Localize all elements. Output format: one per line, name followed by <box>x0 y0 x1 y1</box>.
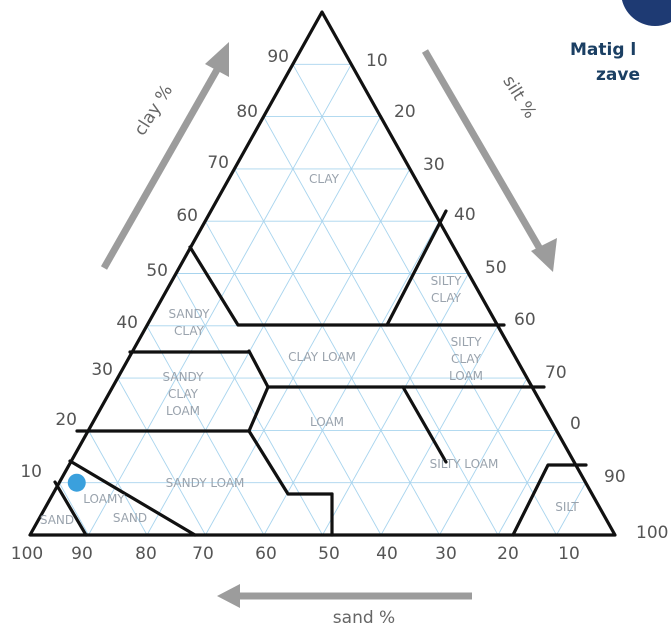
right-tick-70: 70 <box>545 363 567 383</box>
left-tick-60: 60 <box>176 206 198 226</box>
right-axis-ticks: 10 20 30 40 50 60 70 0 90 100 <box>366 51 668 543</box>
label-sandy-clay-2: CLAY <box>174 324 205 338</box>
right-tick-50: 50 <box>485 258 507 278</box>
label-loamy-sand-1: LOAMY <box>83 492 125 506</box>
right-tick-90: 90 <box>604 467 626 487</box>
right-tick-40: 40 <box>454 205 476 225</box>
label-loam: LOAM <box>310 415 344 429</box>
left-tick-40: 40 <box>116 313 138 333</box>
label-silty-clay-loam-3: LOAM <box>449 369 483 383</box>
silt-axis-arrow <box>421 49 557 272</box>
bottom-tick-10: 10 <box>558 544 580 564</box>
left-tick-20: 20 <box>55 410 77 430</box>
label-silty-clay-1: SILTY <box>431 274 463 288</box>
boundary-sand <box>53 480 88 537</box>
region-labels: CLAY SILTY CLAY SANDY CLAY CLAY LOAM SIL… <box>40 172 580 527</box>
bottom-tick-40: 40 <box>376 544 398 564</box>
grid-line-sand-90 <box>58 482 89 536</box>
label-sandy-loam: SANDY LOAM <box>166 476 245 490</box>
right-tick-60: 60 <box>514 310 536 330</box>
grid-line-silt-30 <box>205 168 411 536</box>
side-note-line-1: Matig l <box>570 40 637 60</box>
label-silty-clay-loam-1: SILTY <box>451 335 483 349</box>
sample-point-marker <box>67 473 86 492</box>
bottom-axis-ticks: 100 90 80 70 60 50 40 30 20 10 <box>11 544 580 564</box>
label-silty-clay-loam-2: CLAY <box>451 352 482 366</box>
bottom-tick-50: 50 <box>318 544 340 564</box>
boundary-clay <box>188 209 448 327</box>
right-tick-30: 30 <box>423 155 445 175</box>
bottom-tick-70: 70 <box>192 544 214 564</box>
right-tick-0: 0 <box>570 414 581 434</box>
bottom-tick-100: 100 <box>11 544 43 564</box>
right-tick-20: 20 <box>394 102 416 122</box>
texture-class-boundaries <box>28 10 617 537</box>
left-tick-90: 90 <box>267 47 289 67</box>
boundary-loam-sandy <box>247 385 334 496</box>
grid-line-silt-50 <box>322 273 469 536</box>
bottom-tick-20: 20 <box>497 544 519 564</box>
bottom-tick-60: 60 <box>255 544 277 564</box>
label-silty-loam: SILTY LOAM <box>430 457 499 471</box>
label-sandy-clay-loam-3: LOAM <box>166 404 200 418</box>
grid-line-sand-70 <box>117 377 206 536</box>
sand-axis-label: sand % <box>333 608 395 628</box>
bottom-tick-30: 30 <box>435 544 457 564</box>
bottom-tick-90: 90 <box>71 544 93 564</box>
label-silt: SILT <box>555 500 579 514</box>
boundary-loamy-sand <box>68 459 197 537</box>
grid-line-sand-30 <box>234 168 440 536</box>
label-sandy-clay-1: SANDY <box>169 307 211 321</box>
grid-line-silt-10 <box>88 64 352 536</box>
grid-line-sand-50 <box>175 273 323 536</box>
grid-line-silt-70 <box>439 377 528 536</box>
corner-badge <box>621 0 671 26</box>
label-sandy-clay-loam-2: CLAY <box>168 387 199 401</box>
clay-axis-arrow <box>100 42 229 270</box>
grid-line-silt-60 <box>380 325 499 536</box>
left-axis-ticks: 10 20 30 40 50 60 70 80 90 <box>20 47 289 482</box>
label-loamy-sand-2: SAND <box>113 511 147 525</box>
side-note-line-2: zave <box>596 65 640 85</box>
grid-line-sand-80 <box>88 430 148 536</box>
sand-axis-arrow <box>217 584 472 608</box>
silt-axis-label: silt % <box>498 72 540 122</box>
label-silty-clay-2: CLAY <box>431 291 462 305</box>
left-tick-70: 70 <box>207 153 229 173</box>
grid-line-silt-90 <box>556 482 587 536</box>
left-tick-30: 30 <box>91 360 113 380</box>
side-note: Matig l zave <box>570 38 671 88</box>
label-sand: SAND <box>40 513 74 527</box>
grid-lines <box>58 63 587 536</box>
clay-axis-label: clay % <box>130 81 177 139</box>
right-tick-10: 10 <box>366 51 388 71</box>
grid-line-sand-10 <box>292 64 557 536</box>
label-sandy-clay-loam-1: SANDY <box>163 370 205 384</box>
boundary-silt <box>511 463 588 537</box>
left-tick-80: 80 <box>236 102 258 122</box>
right-tick-100: 100 <box>636 523 668 543</box>
triangle-outline <box>28 10 617 537</box>
left-tick-10: 10 <box>20 462 42 482</box>
label-clay: CLAY <box>309 172 340 186</box>
grid-line-silt-80 <box>497 430 557 536</box>
label-clay-loam: CLAY LOAM <box>288 350 356 364</box>
bottom-tick-80: 80 <box>135 544 157 564</box>
boundary-clay-loam-bottom <box>247 349 448 464</box>
left-tick-50: 50 <box>146 261 168 281</box>
